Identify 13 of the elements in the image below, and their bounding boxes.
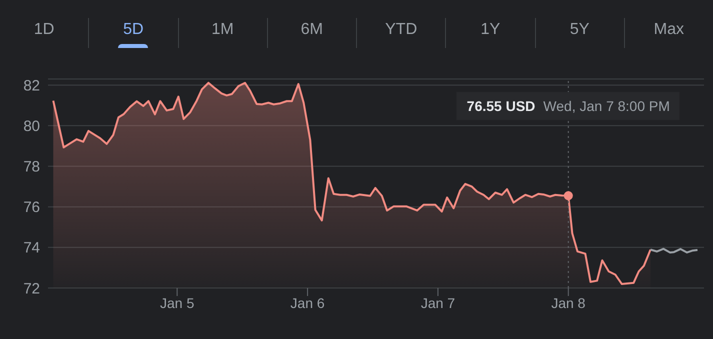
x-tick-label: Jan 8 (551, 294, 586, 311)
y-tick-label: 76 (23, 199, 40, 216)
y-tick-label: 72 (23, 280, 40, 298)
range-tabs: 1D 5D 1M 6M YTD 1Y 5Y Max (0, 18, 713, 48)
y-tick-label: 78 (23, 158, 40, 176)
x-tick-label: Jan 7 (420, 294, 456, 311)
y-tick-label: 80 (23, 118, 40, 135)
y-tick-label: 82 (23, 77, 40, 94)
x-tick-label: Jan 5 (160, 294, 194, 311)
annotation: 76.55 USD (466, 98, 536, 114)
x-tick-label: Jan 6 (290, 294, 325, 311)
y-tick-label: 74 (23, 240, 40, 257)
annotation: Wed, Jan 7 8:00 PM (543, 98, 670, 114)
